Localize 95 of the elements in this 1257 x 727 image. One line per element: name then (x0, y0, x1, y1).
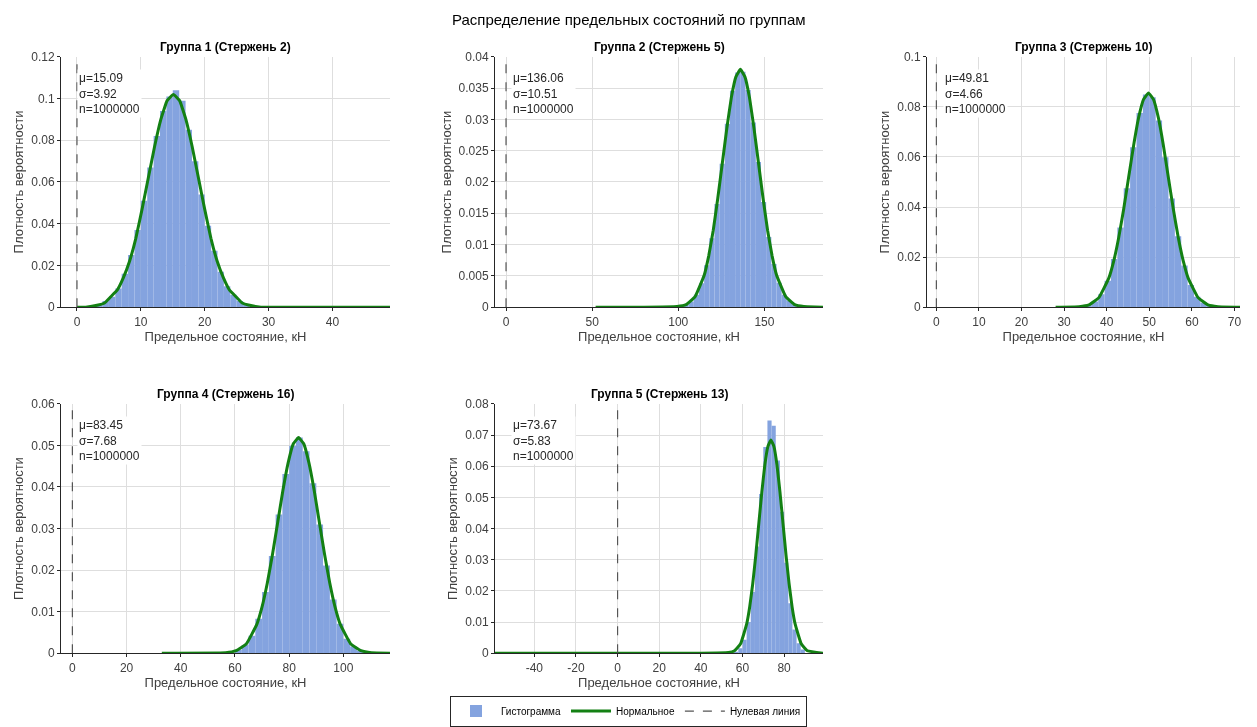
y-tick-label: 0.04 (31, 480, 55, 495)
y-tick-label: 0.05 (31, 438, 55, 453)
y-tick-label: 0 (481, 646, 489, 661)
x-tick-label: 60 (735, 660, 750, 675)
chart-title: Группа 2 (Стержень 5) (594, 40, 725, 54)
y-tick-label: 0.04 (897, 200, 921, 215)
y-tick-label: 0.02 (31, 563, 55, 578)
x-tick-label: 20 (119, 660, 134, 675)
x-axis-title: Предельное состояние, кН (578, 329, 740, 345)
y-tick-label: 0 (913, 300, 921, 315)
y-tick-label: 0.08 (31, 133, 55, 148)
x-tick-label: 10 (134, 314, 148, 329)
x-tick-label: -40 (525, 660, 544, 675)
x-tick-label: 80 (777, 660, 792, 675)
y-axis-title: Плотность вероятности (877, 110, 893, 254)
x-tick-label: 50 (585, 314, 600, 329)
x-tick-label: 0 (73, 314, 81, 329)
x-tick-label: 40 (694, 660, 708, 675)
x-tick-label: 30 (1057, 314, 1072, 329)
y-tick-label: 0.06 (465, 459, 489, 474)
x-tick-label: 20 (1014, 314, 1029, 329)
y-tick-label: 0.02 (897, 250, 921, 265)
annotation: μ=73.67 σ=5.83 n=1000000 (513, 418, 574, 464)
x-tick-label: 60 (1185, 314, 1199, 329)
y-tick-label: 0.02 (465, 175, 489, 190)
x-tick-label: 100 (668, 314, 689, 329)
y-tick-label: 0.02 (465, 584, 489, 599)
chart-title: Группа 4 (Стержень 16) (157, 387, 295, 401)
x-axis-title: Предельное состояние, кН (1002, 329, 1165, 345)
y-tick-label: 0.025 (458, 143, 489, 158)
x-tick-label: 0 (69, 660, 77, 675)
y-tick-label: 0.03 (465, 112, 489, 127)
y-axis-title: Плотность вероятности (445, 457, 461, 600)
annotation: μ=15.09 σ=3.92 n=1000000 (79, 71, 140, 117)
chart-title: Группа 5 (Стержень 13) (591, 387, 729, 401)
x-tick-label: 20 (198, 314, 212, 329)
y-tick-label: 0.015 (458, 206, 489, 221)
y-tick-label: 0.01 (465, 237, 489, 252)
y-tick-label: 0.05 (465, 490, 489, 505)
y-tick-label: 0.005 (458, 269, 489, 284)
y-tick-label: 0.06 (31, 397, 55, 412)
legend-label: Нулевая линия (729, 705, 801, 717)
y-tick-label: 0.06 (897, 150, 921, 165)
x-tick-label: 40 (325, 314, 340, 329)
x-tick-label: 100 (333, 660, 354, 675)
y-tick-label: 0.1 (37, 91, 55, 106)
legend-label: Гистограмма (501, 705, 561, 717)
y-tick-label: 0 (47, 300, 55, 315)
line-series (160, 436, 390, 654)
line-series (594, 67, 823, 308)
x-tick-label: 30 (261, 314, 276, 329)
annotation: μ=49.81 σ=4.66 n=1000000 (945, 71, 1006, 117)
x-axis-title: Предельное состояние, кН (144, 675, 307, 691)
y-tick-label: 0.01 (31, 604, 55, 619)
annotation: μ=136.06 σ=10.51 n=1000000 (513, 71, 574, 117)
y-tick-label: 0.08 (465, 397, 489, 412)
line-series (1054, 91, 1240, 308)
x-tick-label: 0 (502, 314, 510, 329)
y-tick-label: 0.035 (458, 81, 489, 96)
legend-label: Нормальное (615, 705, 675, 717)
x-tick-label: -20 (567, 660, 585, 675)
y-tick-label: 0.02 (31, 258, 55, 273)
y-tick-label: 0.12 (31, 50, 55, 65)
y-tick-label: 0.1 (903, 50, 921, 65)
y-axis-title: Плотность вероятности (11, 457, 27, 600)
x-axis-title: Предельное состояние, кН (144, 329, 307, 345)
x-tick-label: 80 (282, 660, 297, 675)
y-tick-label: 0.04 (31, 216, 55, 231)
chart-title: Группа 3 (Стержень 10) (1015, 40, 1153, 54)
y-tick-label: 0 (47, 646, 55, 661)
y-tick-label: 0.04 (465, 50, 489, 65)
x-tick-label: 10 (972, 314, 986, 329)
y-tick-label: 0.07 (465, 428, 489, 443)
y-axis-title: Плотность вероятности (11, 110, 27, 254)
y-tick-label: 0.03 (31, 521, 55, 536)
y-tick-label: 0.01 (465, 615, 489, 630)
x-tick-label: 60 (228, 660, 242, 675)
y-tick-label: 0 (481, 300, 489, 315)
x-tick-label: 20 (652, 660, 667, 675)
x-axis-title: Предельное состояние, кН (578, 675, 740, 691)
x-tick-label: 70 (1227, 314, 1242, 329)
y-axis-title: Плотность вероятности (438, 110, 454, 254)
x-tick-label: 0 (614, 660, 622, 675)
y-tick-label: 0.04 (465, 521, 489, 536)
x-tick-label: 50 (1142, 314, 1157, 329)
y-tick-label: 0.03 (465, 552, 489, 567)
x-tick-label: 40 (174, 660, 188, 675)
chart-title: Группа 1 (Стержень 2) (160, 40, 291, 54)
y-tick-label: 0.06 (31, 175, 55, 190)
text: Распределение предельных состояний по группам (452, 11, 806, 28)
annotation: μ=83.45 σ=7.68 n=1000000 (79, 418, 140, 464)
x-tick-label: 40 (1100, 314, 1114, 329)
y-tick-label: 0.08 (897, 100, 921, 115)
x-tick-label: 150 (754, 314, 775, 329)
x-tick-label: 0 (933, 314, 941, 329)
